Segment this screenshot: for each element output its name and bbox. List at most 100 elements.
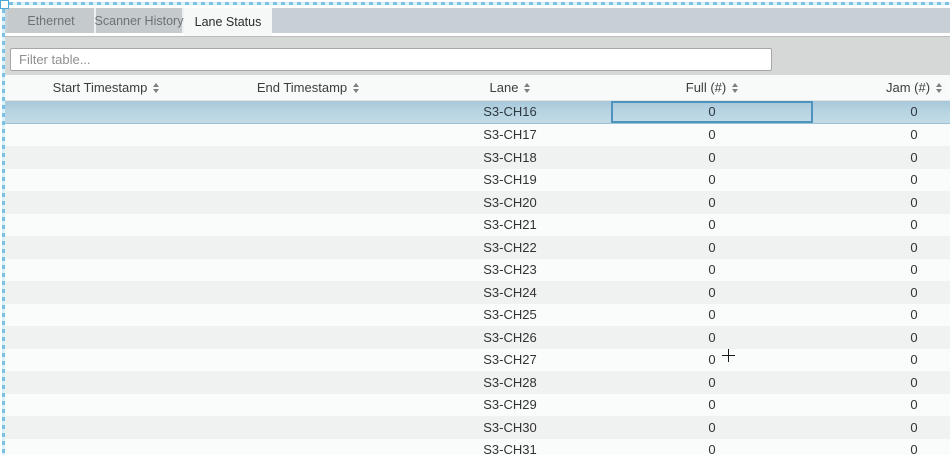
table-row[interactable]: S3-CH17 0 0 bbox=[5, 123, 950, 147]
cell-full[interactable]: 0 bbox=[708, 307, 716, 323]
cell-start-timestamp[interactable] bbox=[5, 281, 207, 304]
cell-jam[interactable]: 0 bbox=[910, 217, 918, 233]
cell-full[interactable]: 0 bbox=[708, 149, 716, 165]
cell-start-timestamp[interactable] bbox=[5, 416, 207, 439]
cell-lane[interactable]: S3-CH18 bbox=[483, 149, 537, 165]
table-row[interactable]: S3-CH16 0 0 bbox=[5, 101, 950, 124]
cell-start-timestamp[interactable] bbox=[5, 304, 207, 327]
cell-end-timestamp[interactable] bbox=[207, 214, 409, 237]
cell-lane[interactable]: S3-CH24 bbox=[483, 284, 537, 300]
cell-start-timestamp[interactable] bbox=[5, 259, 207, 282]
table-row[interactable]: S3-CH29 0 0 bbox=[5, 393, 950, 417]
cell-jam[interactable]: 0 bbox=[910, 127, 918, 143]
cell-lane[interactable]: S3-CH25 bbox=[483, 307, 537, 323]
cell-start-timestamp[interactable] bbox=[5, 349, 207, 372]
cell-full[interactable]: 0 bbox=[708, 329, 716, 345]
cell-jam[interactable]: 0 bbox=[910, 307, 918, 323]
tab-scanner-history[interactable]: Scanner History bbox=[95, 8, 184, 33]
cell-full[interactable]: 0 bbox=[708, 262, 716, 278]
cell-jam[interactable]: 0 bbox=[910, 442, 918, 455]
cell-jam[interactable]: 0 bbox=[910, 239, 918, 255]
table-row[interactable]: S3-CH24 0 0 bbox=[5, 281, 950, 304]
table-row[interactable]: S3-CH27 0 0 bbox=[5, 348, 950, 372]
table-row[interactable]: S3-CH23 0 0 bbox=[5, 258, 950, 282]
cell-lane[interactable]: S3-CH26 bbox=[483, 329, 537, 345]
cell-start-timestamp[interactable] bbox=[5, 124, 207, 147]
column-header[interactable]: Lane bbox=[409, 75, 611, 100]
cell-jam[interactable]: 0 bbox=[910, 149, 918, 165]
cell-start-timestamp[interactable] bbox=[5, 439, 207, 455]
table-row[interactable]: S3-CH30 0 0 bbox=[5, 416, 950, 439]
cell-jam[interactable]: 0 bbox=[910, 419, 918, 435]
cell-jam[interactable]: 0 bbox=[910, 374, 918, 390]
tab-ethernet[interactable]: Ethernet bbox=[8, 8, 96, 33]
cell-start-timestamp[interactable] bbox=[5, 101, 207, 123]
sort-arrows-icon[interactable] bbox=[732, 82, 739, 93]
cell-full[interactable]: 0 bbox=[708, 217, 716, 233]
cell-full[interactable]: 0 bbox=[708, 374, 716, 390]
cell-full[interactable]: 0 bbox=[708, 352, 716, 368]
column-header[interactable]: Start Timestamp bbox=[5, 75, 207, 100]
column-header[interactable]: End Timestamp bbox=[207, 75, 409, 100]
sort-arrows-icon[interactable] bbox=[353, 82, 360, 93]
filter-table-input[interactable] bbox=[10, 48, 772, 71]
cell-jam[interactable]: 0 bbox=[910, 329, 918, 345]
cell-lane[interactable]: S3-CH27 bbox=[483, 352, 537, 368]
table-row[interactable]: S3-CH26 0 0 bbox=[5, 326, 950, 349]
cell-full[interactable]: 0 bbox=[708, 397, 716, 413]
cell-jam[interactable]: 0 bbox=[910, 397, 918, 413]
cell-lane[interactable]: S3-CH29 bbox=[483, 397, 537, 413]
cell-lane[interactable]: S3-CH28 bbox=[483, 374, 537, 390]
cell-jam[interactable]: 0 bbox=[910, 352, 918, 368]
column-header[interactable]: Full (#) bbox=[611, 75, 813, 100]
cell-end-timestamp[interactable] bbox=[207, 281, 409, 304]
cell-full[interactable]: 0 bbox=[708, 127, 716, 143]
cell-jam[interactable]: 0 bbox=[910, 172, 918, 188]
cell-lane[interactable]: S3-CH21 bbox=[483, 217, 537, 233]
cell-start-timestamp[interactable] bbox=[5, 191, 207, 214]
cell-start-timestamp[interactable] bbox=[5, 371, 207, 394]
table-row[interactable]: S3-CH21 0 0 bbox=[5, 213, 950, 237]
table-row[interactable]: S3-CH18 0 0 bbox=[5, 146, 950, 169]
cell-end-timestamp[interactable] bbox=[207, 146, 409, 169]
cell-lane[interactable]: S3-CH17 bbox=[483, 127, 537, 143]
cell-start-timestamp[interactable] bbox=[5, 394, 207, 417]
cell-start-timestamp[interactable] bbox=[5, 214, 207, 237]
cell-full[interactable]: 0 bbox=[708, 194, 716, 210]
cell-end-timestamp[interactable] bbox=[207, 416, 409, 439]
cell-full[interactable]: 0 bbox=[708, 172, 716, 188]
cell-end-timestamp[interactable] bbox=[207, 101, 409, 123]
cell-end-timestamp[interactable] bbox=[207, 349, 409, 372]
cell-lane[interactable]: S3-CH31 bbox=[483, 442, 537, 455]
cell-full[interactable]: 0 bbox=[708, 239, 716, 255]
cell-end-timestamp[interactable] bbox=[207, 191, 409, 214]
cell-full-focused[interactable]: 0 bbox=[611, 101, 813, 123]
table-row[interactable]: S3-CH22 0 0 bbox=[5, 236, 950, 259]
cell-lane[interactable]: S3-CH23 bbox=[483, 262, 537, 278]
table-row[interactable]: S3-CH28 0 0 bbox=[5, 371, 950, 394]
cell-lane[interactable]: S3-CH16 bbox=[483, 104, 537, 120]
cell-start-timestamp[interactable] bbox=[5, 236, 207, 259]
cell-start-timestamp[interactable] bbox=[5, 326, 207, 349]
sort-arrows-icon[interactable] bbox=[153, 82, 160, 93]
cell-full[interactable]: 0 bbox=[708, 284, 716, 300]
cell-end-timestamp[interactable] bbox=[207, 439, 409, 455]
cell-end-timestamp[interactable] bbox=[207, 394, 409, 417]
selection-resize-handle[interactable] bbox=[0, 0, 9, 9]
column-header[interactable]: Jam (#) bbox=[813, 75, 950, 100]
cell-full[interactable]: 0 bbox=[708, 442, 716, 455]
cell-lane[interactable]: S3-CH22 bbox=[483, 239, 537, 255]
table-row[interactable]: S3-CH19 0 0 bbox=[5, 168, 950, 192]
cell-jam[interactable]: 0 bbox=[910, 284, 918, 300]
tab-lane-status[interactable]: Lane Status bbox=[184, 8, 272, 36]
cell-lane[interactable]: S3-CH30 bbox=[483, 419, 537, 435]
cell-lane[interactable]: S3-CH20 bbox=[483, 194, 537, 210]
cell-start-timestamp[interactable] bbox=[5, 169, 207, 192]
cell-jam[interactable]: 0 bbox=[910, 262, 918, 278]
cell-lane[interactable]: S3-CH19 bbox=[483, 172, 537, 188]
cell-start-timestamp[interactable] bbox=[5, 146, 207, 169]
sort-arrows-icon[interactable] bbox=[936, 82, 943, 93]
cell-end-timestamp[interactable] bbox=[207, 124, 409, 147]
table-row[interactable]: S3-CH20 0 0 bbox=[5, 191, 950, 214]
sort-arrows-icon[interactable] bbox=[524, 82, 531, 93]
